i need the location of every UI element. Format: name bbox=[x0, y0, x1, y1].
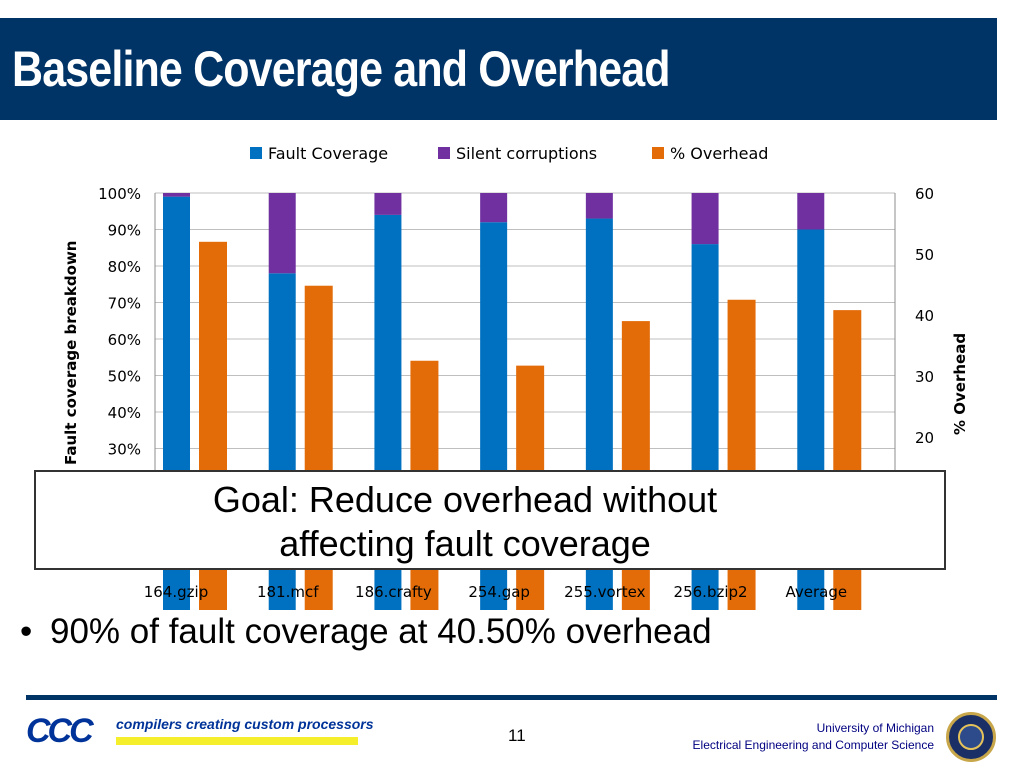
legend-label: Fault Coverage bbox=[268, 144, 388, 163]
y-tick-label: 70% bbox=[108, 295, 141, 313]
y-axis-title: Fault coverage breakdown bbox=[62, 241, 80, 466]
y2-tick-label: 20 bbox=[915, 429, 934, 447]
y2-tick-label: 60 bbox=[915, 185, 934, 203]
x-tick-label: 186.crafty bbox=[355, 583, 432, 601]
legend-label: Silent corruptions bbox=[456, 144, 597, 163]
x-tick-label: Average bbox=[785, 583, 847, 601]
tagline: compilers creating custom processors bbox=[116, 716, 374, 732]
university-block: University of Michigan Electrical Engine… bbox=[693, 720, 934, 754]
x-tick-label: 164.gzip bbox=[144, 583, 208, 601]
y-tick-label: 30% bbox=[108, 441, 141, 459]
y2-axis-title: % Overhead bbox=[951, 333, 969, 435]
y2-tick-label: 40 bbox=[915, 307, 934, 325]
y-tick-label: 100% bbox=[98, 185, 141, 203]
footer-rule bbox=[26, 695, 997, 700]
x-tick-label: 181.mcf bbox=[257, 583, 319, 601]
y-tick-label: 60% bbox=[108, 331, 141, 349]
bar-silent-corruptions bbox=[585, 193, 613, 219]
y-tick-label: 40% bbox=[108, 404, 141, 422]
university-seal-icon bbox=[946, 712, 996, 762]
ccc-logo: CCC bbox=[26, 712, 94, 750]
bar-silent-corruptions bbox=[268, 193, 296, 274]
bar-silent-corruptions bbox=[691, 193, 719, 245]
bar-silent-corruptions bbox=[797, 193, 825, 230]
y-tick-label: 50% bbox=[108, 368, 141, 386]
legend-swatch bbox=[250, 147, 262, 159]
y2-tick-label: 30 bbox=[915, 368, 934, 386]
page-number: 11 bbox=[508, 726, 526, 745]
goal-callout: Goal: Reduce overhead without affecting … bbox=[34, 470, 946, 570]
x-tick-label: 255.vortex bbox=[564, 583, 645, 601]
x-tick-label: 256.bzip2 bbox=[674, 583, 748, 601]
bullet-point: • 90% of fault coverage at 40.50% overhea… bbox=[20, 612, 712, 652]
y-tick-label: 80% bbox=[108, 258, 141, 276]
legend-swatch bbox=[652, 147, 664, 159]
legend-label: % Overhead bbox=[670, 144, 768, 163]
seal-center bbox=[958, 724, 984, 750]
department-name: Electrical Engineering and Computer Scie… bbox=[692, 738, 934, 752]
bar-silent-corruptions bbox=[163, 193, 190, 197]
x-tick-label: 254.gap bbox=[468, 583, 530, 601]
bullet-text: 90% of fault coverage at 40.50% overhead bbox=[50, 612, 712, 651]
bar-silent-corruptions bbox=[480, 193, 508, 223]
legend-swatch bbox=[438, 147, 450, 159]
callout-line-1: Goal: Reduce overhead without bbox=[212, 479, 718, 520]
callout-line-2: affecting fault coverage bbox=[279, 523, 651, 564]
bullet-symbol: • bbox=[20, 612, 33, 651]
y-tick-label: 90% bbox=[108, 222, 141, 240]
y2-tick-label: 50 bbox=[915, 246, 934, 264]
university-name: University of Michigan bbox=[816, 721, 934, 735]
tagline-highlight bbox=[116, 737, 358, 745]
slide-title: Baseline Coverage and Overhead bbox=[12, 41, 671, 97]
bar-silent-corruptions bbox=[374, 193, 402, 215]
title-bar: Baseline Coverage and Overhead bbox=[0, 18, 997, 120]
